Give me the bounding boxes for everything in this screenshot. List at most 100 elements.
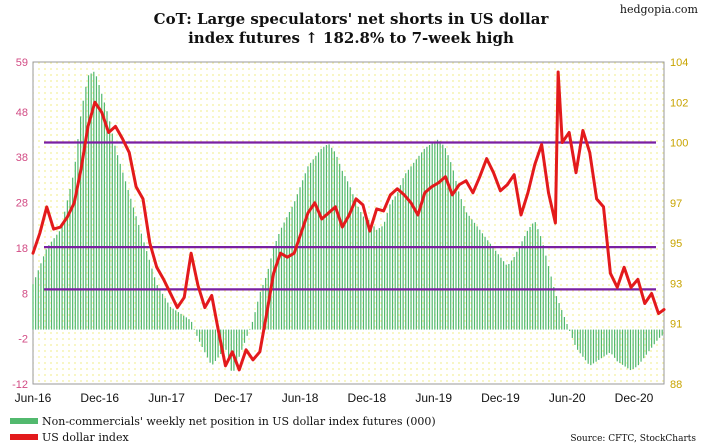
net-position-bar [312,159,314,330]
x-tick-label: Dec-16 [80,391,119,405]
reference-lines [44,141,656,291]
net-position-bar [539,236,542,330]
left-tick-label: 8 [22,288,28,300]
net-position-bar [198,329,201,342]
net-position-bars [32,71,663,371]
net-position-bar [378,228,380,330]
x-axis: Jun-16 Dec-16 Jun-17 Dec-17 Jun-18 Dec-18 Jun-… [15,391,654,405]
net-position-bar [621,329,624,365]
net-position-bar [616,329,618,362]
right-tick-label: 102 [670,97,688,109]
net-position-bar [444,148,447,330]
net-position-bar [434,141,436,330]
net-position-bar [249,328,251,330]
net-position-bar [344,176,346,330]
net-position-bar [193,328,195,330]
net-position-bar [336,156,338,330]
net-position-bar [426,146,428,330]
net-position-bar [230,329,232,371]
net-position-bar [246,329,248,336]
net-position-bar [143,242,145,330]
net-position-bar [111,133,113,330]
net-position-bar [175,310,177,330]
net-position-bar [476,226,478,330]
net-position-bar [479,229,481,330]
net-position-bar [299,187,301,330]
net-position-bar [629,329,632,371]
legend-label-usd-index: US dollar index [42,431,129,444]
net-position-bar [603,329,605,357]
net-position-bar [360,212,362,330]
net-position-bar [79,116,82,330]
net-position-bar [571,329,573,338]
net-position-bar [391,199,394,330]
net-position-bar [423,148,425,330]
net-position-bar [169,306,172,330]
net-position-bar [254,312,256,330]
net-position-bar [653,329,655,345]
net-position-bar [587,329,589,364]
right-axis: 104 102 100 97 95 93 91 88 [670,57,688,391]
net-position-bar [645,329,647,355]
net-position-bar [42,256,45,330]
net-position-bar [106,111,108,330]
net-position-bar [265,277,267,330]
net-position-bar [257,301,259,330]
net-position-bar [643,329,645,359]
x-tick-label: Dec-20 [615,391,654,405]
net-position-bar [37,270,39,330]
net-position-bar [196,329,198,336]
net-position-bar [452,170,454,330]
net-position-bar [606,329,608,355]
net-position-bar [497,254,499,330]
left-tick-label: 48 [16,107,28,119]
left-tick-label: 28 [16,198,28,210]
net-position-bar [238,329,240,357]
net-position-bar [508,263,510,330]
net-position-bar [439,141,441,330]
net-position-bar [545,255,547,330]
net-position-bar [185,317,187,330]
net-position-bar [632,329,634,369]
net-position-bar [101,93,103,330]
net-position-bar [32,284,34,330]
net-position-bar [93,71,95,330]
net-position-bar [50,241,53,330]
net-position-bar [357,206,359,330]
net-position-bar [291,206,293,330]
left-tick-label: 59 [16,57,28,69]
net-position-bar [90,73,92,330]
net-position-bar [394,196,396,330]
net-position-bar [389,204,391,330]
net-position-bar [161,293,164,330]
net-position-bar [159,289,161,330]
net-position-bar [640,329,642,362]
net-position-bar [124,181,127,330]
net-position-bar [333,151,335,330]
left-tick-label: -12 [12,379,28,391]
x-tick-label: Jun-17 [148,391,185,405]
net-position-bar [518,246,521,330]
plot-frame [32,61,665,385]
net-position-bar [201,329,203,348]
net-position-bar [537,229,539,330]
net-position-bar [442,144,444,330]
net-position-bar [407,169,410,330]
net-position-bar [415,159,417,330]
net-position-bar [505,264,507,330]
net-position-bar [87,75,90,330]
net-position-bar [431,143,433,330]
net-position-bar [304,173,306,330]
net-position-bar [386,213,388,330]
net-position-bar [521,241,523,330]
net-position-bar [288,212,291,330]
net-position-bar [563,317,565,330]
net-position-bar [243,329,246,343]
legend-swatch-usd-index [10,434,38,440]
x-tick-label: Dec-19 [481,391,520,405]
net-position-bar [103,102,105,330]
net-position-bar [611,329,613,355]
net-position-bar [217,329,219,358]
net-position-bar [534,222,536,330]
net-position-bar [164,298,166,330]
